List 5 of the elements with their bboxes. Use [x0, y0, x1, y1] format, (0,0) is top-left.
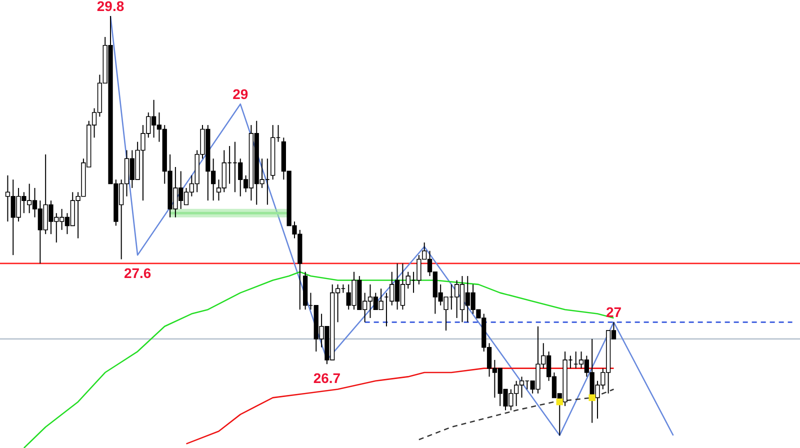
annotation: 27 [606, 304, 622, 320]
annotation: 29 [232, 86, 248, 102]
annotation: 26.7 [313, 370, 341, 386]
annotation: 27.6 [124, 265, 152, 282]
annotation: 29.8 [96, 0, 124, 14]
